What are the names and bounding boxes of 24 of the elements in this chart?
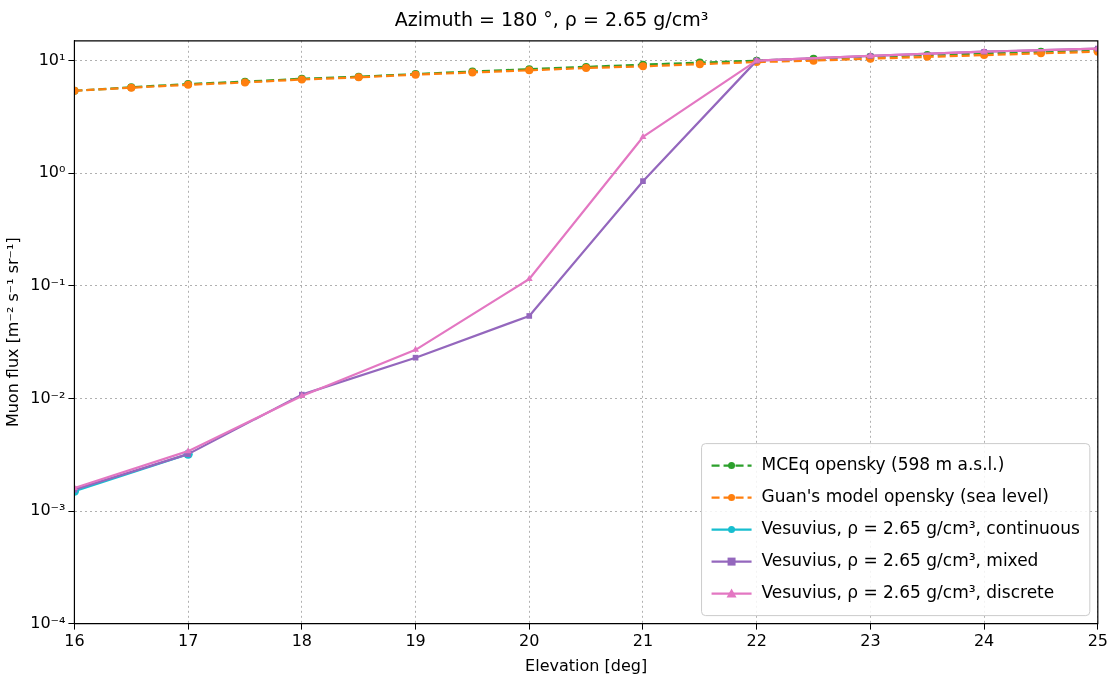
x-tick-label: 16 (64, 631, 85, 651)
chart-title: Azimuth = 180 °, ρ = 2.65 g/cm³ (394, 8, 709, 31)
y-tick-label: 10⁻⁴ (30, 612, 66, 632)
x-tick-label: 17 (177, 631, 199, 651)
legend-label: Vesuvius, ρ = 2.65 g/cm³, continuous (761, 518, 1080, 539)
legend-label: Guan's model opensky (sea level) (761, 486, 1049, 507)
legend-label: Vesuvius, ρ = 2.65 g/cm³, discrete (761, 582, 1055, 603)
x-tick-label: 19 (405, 631, 426, 651)
y-axis-title: Muon flux [m⁻² s⁻¹ sr⁻¹] (2, 237, 22, 428)
y-tick-label: 10⁻³ (30, 500, 66, 520)
y-tick-label: 10⁰ (38, 162, 66, 182)
x-tick-label: 24 (973, 631, 995, 651)
x-tick-label: 22 (746, 631, 767, 651)
y-tick-label: 10¹ (38, 49, 66, 69)
x-tick-label: 20 (519, 631, 540, 651)
x-axis-title: Elevation [deg] (525, 655, 648, 675)
legend-label: MCEq opensky (598 m a.s.l.) (761, 454, 1005, 475)
legend-label: Vesuvius, ρ = 2.65 g/cm³, mixed (761, 550, 1039, 571)
x-tick-label: 25 (1087, 631, 1108, 651)
x-tick-label: 23 (860, 631, 881, 651)
x-tick-label: 18 (291, 631, 313, 651)
y-tick-label: 10⁻² (30, 387, 66, 407)
y-tick-label: 10⁻¹ (30, 274, 66, 294)
x-tick-label: 21 (632, 631, 654, 651)
